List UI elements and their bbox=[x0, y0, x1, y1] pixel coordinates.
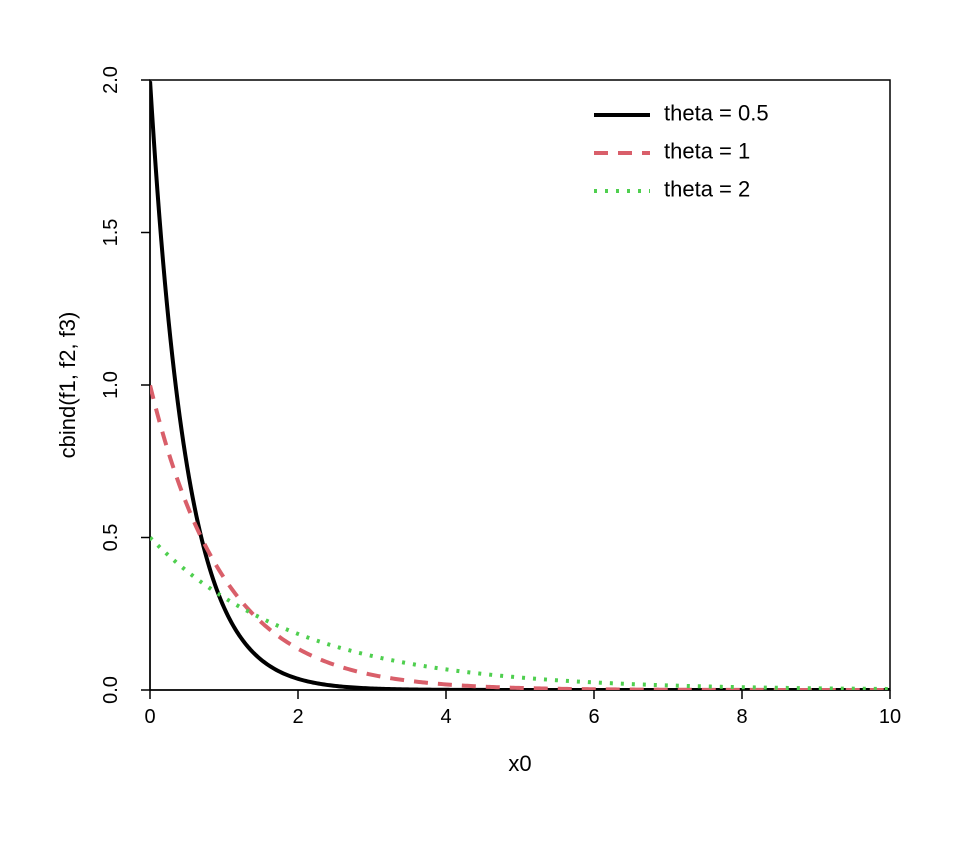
y-tick-label: 0.0 bbox=[100, 676, 122, 704]
x-tick-label: 4 bbox=[440, 706, 451, 728]
y-tick-label: 1.5 bbox=[100, 219, 122, 247]
y-tick-label: 0.5 bbox=[100, 524, 122, 552]
legend-label: theta = 0.5 bbox=[664, 101, 769, 126]
x-tick-label: 10 bbox=[879, 706, 901, 728]
chart-container: 0 2 4 6 8 10 0.0 0.5 1.0 1.5 2.0 x0 cbind(f1, f2, f3… bbox=[0, 0, 960, 864]
x-tick-label: 0 bbox=[144, 706, 155, 728]
legend-label: theta = 2 bbox=[664, 177, 750, 202]
line-chart: 0 2 4 6 8 10 0.0 0.5 1.0 1.5 2.0 x0 cbind(f1, f2, f3… bbox=[0, 0, 960, 864]
x-axis-label: x0 bbox=[508, 751, 531, 776]
y-tick-label: 2.0 bbox=[100, 66, 122, 94]
x-tick-label: 6 bbox=[588, 706, 599, 728]
legend-label: theta = 1 bbox=[664, 139, 750, 164]
y-axis-label: cbind(f1, f2, f3) bbox=[55, 312, 80, 459]
x-tick-label: 8 bbox=[736, 706, 747, 728]
x-tick-label: 2 bbox=[292, 706, 303, 728]
y-tick-label: 1.0 bbox=[100, 371, 122, 399]
